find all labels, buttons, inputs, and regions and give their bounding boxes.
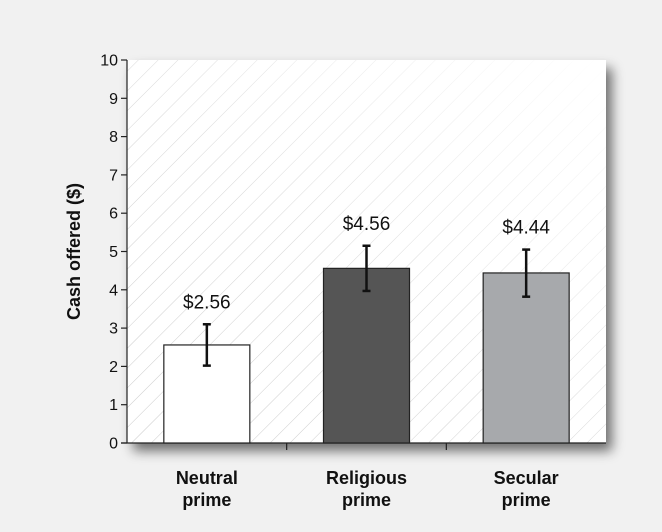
bar <box>322 267 411 444</box>
y-tick-label: 9 <box>109 91 118 108</box>
x-tick-label: Neutral prime <box>176 468 238 510</box>
y-tick-label: 8 <box>109 129 118 146</box>
y-tick-label: 5 <box>109 244 118 261</box>
data-label: $2.56 <box>183 292 231 313</box>
bar <box>482 272 570 444</box>
x-tick-label-line: Secular <box>494 468 559 488</box>
x-tick-label: Religious prime <box>326 468 407 510</box>
y-axis-label: Cash offered ($) <box>64 183 84 320</box>
data-label: $4.56 <box>343 214 391 235</box>
y-tick-label: 2 <box>109 359 118 376</box>
y-tick-label: 10 <box>100 53 118 70</box>
y-tick-label: 6 <box>109 206 118 223</box>
y-tick-label: 4 <box>109 282 118 299</box>
x-tick-label-line: prime <box>502 490 551 510</box>
y-tick-label: 3 <box>109 321 118 338</box>
data-label: $4.44 <box>502 218 550 239</box>
y-tick-label: 7 <box>109 167 118 184</box>
x-tick-label-line: prime <box>182 490 231 510</box>
x-tick-label: Secular prime <box>494 468 559 510</box>
x-tick-label-line: prime <box>342 490 391 510</box>
y-tick-label: 0 <box>109 436 118 453</box>
x-tick-label-line: Religious <box>326 468 407 488</box>
x-tick-label-line: Neutral <box>176 468 238 488</box>
error-bars <box>202 244 531 367</box>
y-tick-label: 1 <box>109 397 118 414</box>
